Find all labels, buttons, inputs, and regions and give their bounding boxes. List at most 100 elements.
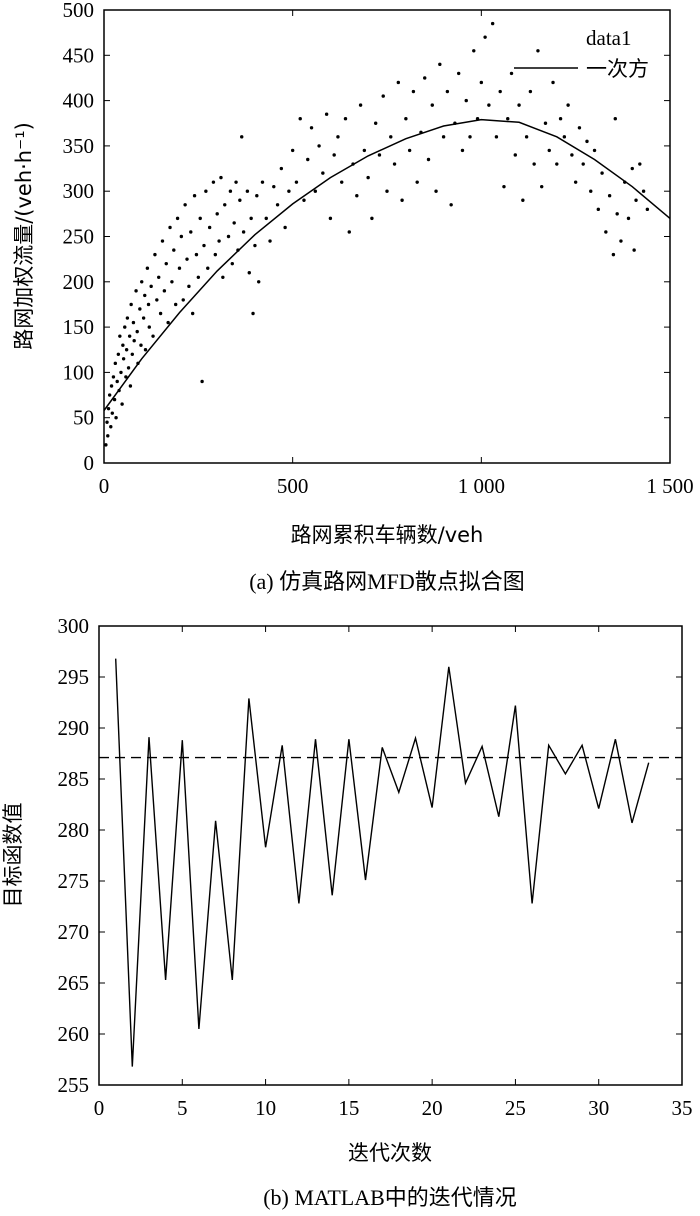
- chart-a-y-tick-label: 350: [63, 134, 95, 158]
- scatter-point: [313, 189, 318, 193]
- scatter-point: [126, 366, 131, 370]
- scatter-point: [392, 162, 397, 166]
- scatter-point: [111, 375, 116, 379]
- scatter-point: [517, 103, 521, 107]
- scatter-point: [221, 275, 225, 279]
- scatter-point: [460, 148, 465, 153]
- scatter-point: [115, 379, 119, 384]
- scatter-point: [634, 198, 638, 202]
- chart-b-x-tick-label: 35: [672, 1096, 693, 1120]
- scatter-point: [528, 89, 533, 94]
- scatter-point: [157, 275, 161, 279]
- scatter-point: [125, 316, 130, 320]
- scatter-point: [196, 275, 201, 279]
- scatter-point: [145, 266, 150, 270]
- chart-b-y-axis-label: 目标函数值: [1, 803, 25, 908]
- scatter-point: [164, 261, 168, 266]
- scatter-point: [118, 334, 122, 338]
- chart-a-x-tick-label: 1 000: [458, 474, 505, 498]
- scatter-point: [426, 157, 431, 162]
- scatter-point: [155, 298, 159, 302]
- chart-a-y-tick-label: 400: [63, 89, 95, 113]
- scatter-point: [487, 103, 491, 107]
- scatter-point: [166, 320, 170, 325]
- scatter-point: [306, 157, 310, 162]
- scatter-point: [215, 212, 219, 216]
- chart-a-legend: data1 一次方: [514, 26, 649, 81]
- scatter-point: [143, 348, 148, 352]
- scatter-point: [347, 230, 351, 234]
- scatter-point: [370, 216, 374, 221]
- scatter-point: [204, 189, 208, 193]
- scatter-point: [630, 166, 634, 171]
- scatter-point: [632, 248, 636, 252]
- scatter-point: [124, 375, 128, 379]
- scatter-point: [120, 402, 124, 406]
- chart-a-caption: (a) 仿真路网MFD散点拟合图: [249, 569, 525, 594]
- chart-a-y-tick-label: 100: [63, 360, 95, 384]
- chart-b-y-tick-label: 255: [58, 1073, 90, 1097]
- scatter-point: [109, 384, 114, 388]
- chart-b-x-tick-label: 10: [255, 1096, 276, 1120]
- scatter-point: [162, 289, 167, 293]
- chart-b-y-tick-label: 290: [58, 716, 90, 740]
- scatter-point: [198, 216, 202, 221]
- scatter-point: [555, 162, 559, 166]
- scatter-point: [226, 234, 231, 239]
- scatter-point: [130, 352, 134, 356]
- chart-b-x-tick-label: 5: [177, 1096, 188, 1120]
- scatter-point: [194, 252, 199, 257]
- scatter-point: [179, 234, 184, 239]
- scatter-point: [589, 189, 593, 193]
- scatter-point: [400, 198, 404, 202]
- scatter-point: [373, 121, 378, 125]
- scatter-point: [638, 162, 642, 166]
- scatter-point: [255, 194, 259, 198]
- scatter-point: [264, 216, 268, 221]
- scatter-point: [438, 62, 442, 67]
- scatter-point: [116, 352, 121, 356]
- chart-b-line: 0 5 10 15 20 25 30 35 255 260 265 270 275 280 285 290 29…: [1, 614, 693, 1210]
- scatter-point: [464, 98, 468, 103]
- scatter-point: [158, 311, 163, 316]
- scatter-point: [153, 252, 157, 257]
- scatter-point: [536, 49, 540, 53]
- chart-a-y-tick-label: 0: [84, 451, 95, 475]
- chart-b-y-tick-label: 300: [58, 614, 90, 638]
- scatter-point: [200, 379, 204, 384]
- scatter-point: [138, 307, 142, 311]
- scatter-point: [151, 334, 155, 338]
- scatter-point: [272, 184, 276, 189]
- scatter-point: [581, 162, 585, 166]
- scatter-point: [332, 153, 336, 157]
- chart-a-y-tick-label: 200: [63, 270, 95, 294]
- scatter-point: [385, 189, 389, 193]
- scatter-point: [181, 298, 185, 302]
- scatter-point: [524, 135, 529, 139]
- scatter-point: [321, 171, 325, 175]
- iteration-line: [115, 658, 650, 1067]
- scatter-point: [415, 180, 419, 184]
- scatter-point: [483, 35, 487, 39]
- scatter-point: [173, 302, 178, 307]
- scatter-point: [114, 416, 118, 420]
- scatter-point: [219, 175, 223, 180]
- scatter-point: [449, 203, 453, 207]
- scatter-point: [211, 180, 216, 184]
- scatter-point: [513, 153, 517, 157]
- scatter-point: [607, 194, 612, 198]
- chart-b-x-axis-label: 迭代次数: [348, 1141, 432, 1165]
- chart-a-x-tick-label: 1 500: [646, 474, 693, 498]
- scatter-point: [110, 411, 115, 415]
- scatter-point: [275, 203, 280, 207]
- scatter-point: [160, 239, 165, 243]
- scatter-point: [238, 198, 242, 202]
- scatter-point: [135, 329, 139, 334]
- scatter-point: [134, 289, 138, 293]
- scatter-point: [558, 117, 563, 121]
- scatter-point: [123, 325, 127, 329]
- scatter-point: [434, 189, 438, 193]
- scatter-point: [468, 135, 472, 139]
- chart-b-x-tick-label: 15: [338, 1096, 359, 1120]
- fit-curve: [103, 118, 671, 411]
